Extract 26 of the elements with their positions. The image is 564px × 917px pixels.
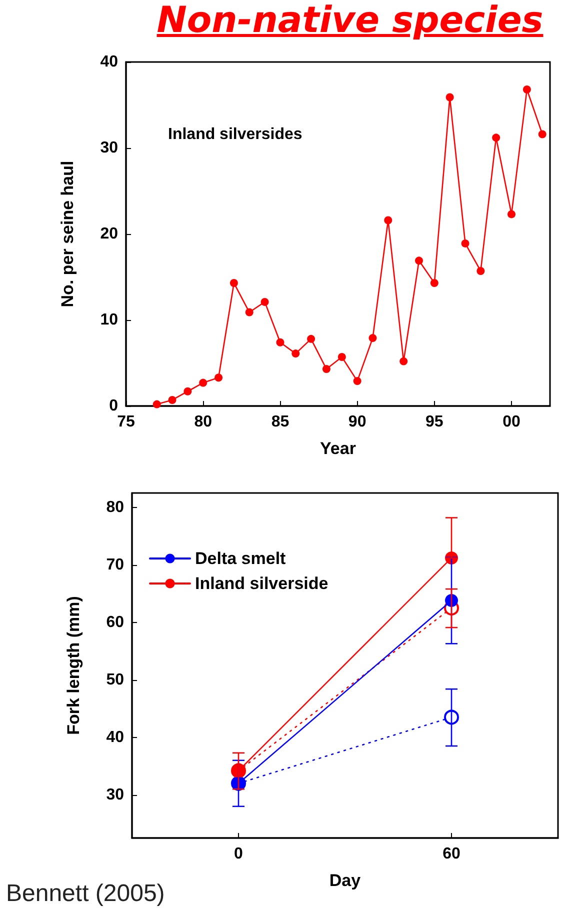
- y-tick-label: 40: [106, 728, 124, 746]
- chart-title: Non-native species: [156, 0, 544, 41]
- text: Bennett (2005): [6, 880, 165, 908]
- y-axis-title: Fork length (mm): [64, 596, 83, 735]
- y-tick-label: 30: [106, 786, 124, 804]
- x-tick-label: 90: [348, 414, 366, 430]
- y-tick-label: 20: [100, 226, 118, 242]
- y-tick-label: 70: [106, 556, 124, 574]
- x-axis-title: Day: [329, 871, 362, 890]
- y-tick-label: 50: [106, 671, 124, 688]
- y-tick-label: 10: [100, 312, 118, 328]
- y-tick-label: 30: [100, 140, 118, 156]
- y-tick-label: 0: [109, 398, 118, 414]
- legend-label: Delta smelt: [195, 549, 286, 568]
- x-tick-label: 00: [502, 414, 520, 430]
- x-tick-label: 80: [194, 414, 212, 430]
- x-axis-title: Year: [320, 439, 356, 458]
- y-tick-label: 40: [100, 54, 118, 70]
- y-tick-label: 60: [106, 614, 124, 631]
- x-tick-label: 75: [117, 414, 135, 430]
- legend-label: Inland silverside: [195, 574, 328, 593]
- annotation: Inland silversides: [168, 126, 302, 144]
- x-tick-label: 95: [426, 414, 444, 430]
- x-tick-label: 85: [271, 414, 290, 430]
- y-axis-title: No. per seine haul: [58, 160, 77, 308]
- y-tick-label: 80: [106, 498, 124, 516]
